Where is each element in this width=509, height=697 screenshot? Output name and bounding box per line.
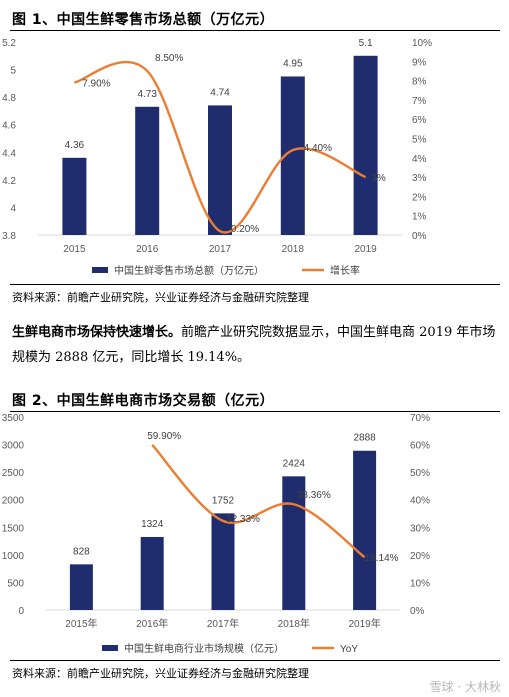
chart2-y-tick-label: 1000 xyxy=(2,551,25,562)
chart2-bar xyxy=(69,564,93,610)
chart1-legend-line-label: 增长率 xyxy=(330,264,360,277)
chart1-bar xyxy=(62,157,87,235)
chart1-y2-tick-label: 5% xyxy=(412,135,427,146)
chart1-bar-value-label: 4.73 xyxy=(137,89,157,100)
chart2-y2-tick-label: 30% xyxy=(410,523,430,534)
chart1-bar-value-label: 4.74 xyxy=(210,87,230,98)
chart1-y-tick-label: 4.2 xyxy=(2,176,16,187)
chart2-y-tick-label: 1500 xyxy=(2,523,25,534)
chart2-y-tick-label: 2000 xyxy=(2,496,25,507)
chart2-bar-value-label: 2424 xyxy=(283,458,306,469)
chart2-line-value-label: 32.33% xyxy=(226,514,260,525)
chart1-y2-tick-label: 0% xyxy=(412,231,427,242)
chart1-x-tick-label: 2018 xyxy=(282,244,305,255)
chart1-line-value-label: 0.20% xyxy=(231,224,259,235)
chart2-bar xyxy=(140,536,164,610)
chart1-bar-value-label: 4.36 xyxy=(65,140,85,151)
figure2-source: 资料来源：前瞻产业研究院，兴业证券经济与金融研究院整理 xyxy=(12,667,309,680)
chart2-x-tick-label: 2019年 xyxy=(348,617,380,630)
chart2-bar xyxy=(211,513,235,610)
chart2-y-tick-label: 2500 xyxy=(2,468,25,479)
chart1-bar-value-label: 5.1 xyxy=(359,38,373,49)
chart2-legend-bar-label: 中国生鲜电商行业市场规模（亿元） xyxy=(124,642,284,655)
figure2-title: 图 2、中国生鲜电商市场交易额（亿元） xyxy=(12,393,275,409)
chart1-y-tick-label: 5 xyxy=(10,66,16,77)
figure2-bottom-rule xyxy=(10,660,500,661)
chart1-y2-tick-label: 7% xyxy=(412,96,427,107)
chart2-legend-line-label: YoY xyxy=(340,644,358,655)
chart2-y-tick-label: 0 xyxy=(18,606,24,617)
paragraph: 生鲜电商市场保持快速增长。前瞻产业研究院数据显示，中国生鲜电商 2019 年市场… xyxy=(12,320,500,370)
chart2-bar-value-label: 1324 xyxy=(141,519,164,530)
chart2-line-value-label: 38.36% xyxy=(297,490,331,501)
chart1-y2-tick-label: 9% xyxy=(412,57,427,68)
chart1-y2-tick-label: 10% xyxy=(412,38,432,49)
chart2-x-tick-label: 2015年 xyxy=(65,617,97,630)
chart2-line-value-label: 59.90% xyxy=(147,431,181,442)
chart1-legend-bar-swatch xyxy=(92,267,108,273)
chart1-y-tick-label: 4.6 xyxy=(2,121,16,132)
chart1-line-value-label: 8.50% xyxy=(155,53,183,64)
chart2-bar-value-label: 1752 xyxy=(212,495,235,506)
chart1-y2-tick-label: 3% xyxy=(412,173,427,184)
chart1-bar xyxy=(208,105,232,236)
paragraph-text: 前瞻产业研究院数据显示，中国生鲜电商 2019 年市场规模为 2888 亿元，同… xyxy=(12,325,496,365)
chart1-y2-tick-label: 6% xyxy=(412,115,427,126)
figure1-bottom-rule xyxy=(10,284,500,285)
chart2-line-value-label: 19.14% xyxy=(365,553,399,564)
figure1-title: 图 1、中国生鲜零售市场总额（万亿元） xyxy=(12,12,275,28)
chart2-bar-value-label: 2888 xyxy=(353,433,376,444)
figure2-top-rule xyxy=(10,411,500,412)
chart1-y2-tick-label: 2% xyxy=(412,192,427,203)
chart2-y2-tick-label: 50% xyxy=(410,468,430,479)
chart1-x-tick-label: 2016 xyxy=(136,244,159,255)
chart1-y-tick-label: 4 xyxy=(10,203,16,214)
chart2-y2-tick-label: 10% xyxy=(410,578,430,589)
chart2-x-tick-label: 2016年 xyxy=(136,617,168,630)
chart1-bar xyxy=(135,106,160,236)
chart2-x-tick-label: 2017年 xyxy=(207,617,239,630)
chart1-y-tick-label: 3.8 xyxy=(2,231,16,242)
chart2-y2-tick-label: 70% xyxy=(410,413,430,424)
chart2-y-tick-label: 3500 xyxy=(2,413,25,424)
chart2-y-tick-label: 500 xyxy=(7,578,24,589)
chart1-y2-tick-label: 8% xyxy=(412,77,427,88)
chart1-y2-tick-label: 1% xyxy=(412,212,427,223)
chart2-x-tick-label: 2018年 xyxy=(278,617,310,630)
chart2-bar xyxy=(353,450,377,610)
chart1-y-tick-label: 5.2 xyxy=(2,38,16,49)
chart1-retail-market: 3.8 4 4.2 4.4 4.6 4.8 5 5.2 0% 1% 2% 3% 4% 5% 6% 7% 8% 9%… xyxy=(2,38,432,277)
paragraph-lead: 生鲜电商市场保持快速增长。 xyxy=(12,325,182,340)
chart1-x-tick-label: 2015 xyxy=(63,244,86,255)
chart2-y2-tick-label: 20% xyxy=(410,551,430,562)
chart1-y-tick-label: 4.4 xyxy=(2,148,16,159)
chart1-line-value-label: 4.40% xyxy=(304,143,332,154)
chart2-y2-tick-label: 40% xyxy=(410,496,430,507)
watermark: 雪球 · 大林秋 xyxy=(429,680,501,694)
chart1-bar xyxy=(353,55,378,236)
chart1-line-value-label: 7.90% xyxy=(82,79,110,90)
figure1-top-rule xyxy=(10,30,500,31)
chart2-bar-value-label: 828 xyxy=(73,546,90,557)
chart2-legend-bar-swatch xyxy=(102,645,118,651)
chart2-y2-tick-label: 60% xyxy=(410,441,430,452)
chart2-bar xyxy=(282,476,306,610)
chart2-y-tick-label: 3000 xyxy=(2,441,25,452)
chart1-y-tick-label: 4.8 xyxy=(2,93,16,104)
chart1-legend-bar-label: 中国生鲜零售市场总额（万亿元） xyxy=(114,264,264,277)
chart2-y2-tick-label: 0% xyxy=(410,606,425,617)
chart1-bar-value-label: 4.95 xyxy=(283,58,303,69)
chart2-growth-line xyxy=(151,444,366,559)
chart1-x-tick-label: 2017 xyxy=(209,244,232,255)
chart1-x-tick-label: 2019 xyxy=(354,244,377,255)
chart1-growth-line xyxy=(74,60,367,234)
chart2-ecommerce-market: 0 500 1000 1500 2000 2500 3000 3500 0% 10% 20% 30% 4… xyxy=(2,413,430,655)
chart1-y2-tick-label: 4% xyxy=(412,154,427,165)
chart1-line-value-label: 3% xyxy=(371,173,386,184)
figure1-source: 资料来源：前瞻产业研究院，兴业证券经济与金融研究院整理 xyxy=(12,291,309,304)
